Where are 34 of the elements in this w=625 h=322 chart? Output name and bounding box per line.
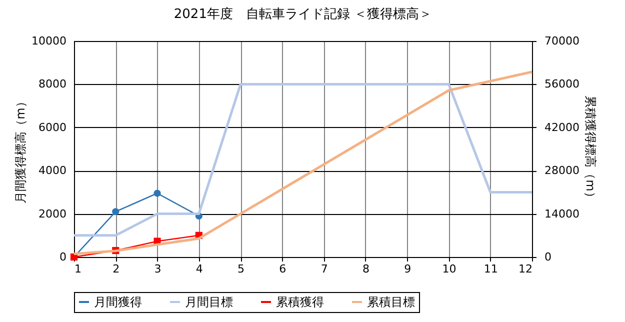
- x-tick-label: 2: [112, 262, 120, 276]
- y2-tick-label: 14000: [544, 207, 580, 220]
- legend-label: 累積目標: [367, 295, 415, 309]
- x-tick-label: 12: [518, 262, 532, 276]
- y2-tick-label: 56000: [544, 78, 580, 91]
- x-tick-label: 1: [74, 262, 82, 276]
- y-tick-label: 4000: [38, 164, 66, 178]
- y-tick-label: 2000: [38, 207, 66, 220]
- y2-tick-label: 70000: [544, 34, 580, 48]
- y-tick-label: 10000: [32, 34, 66, 48]
- point: [154, 190, 161, 197]
- x-tick-label: 9: [404, 262, 412, 276]
- point: [112, 208, 120, 216]
- y-axis-title: 月間獲得標高（m）: [14, 96, 28, 204]
- chart-title: 2021年度 自転車ライド記録 ＜獲得標高＞: [174, 6, 432, 22]
- y-tick-label: 0: [60, 250, 66, 264]
- y-tick-label: 8000: [38, 78, 66, 91]
- y2-tick-label: 0: [544, 250, 552, 264]
- x-tick-label: 11: [484, 262, 498, 276]
- y2-axis-title: 累積獲得標高（m）: [583, 96, 598, 204]
- legend-label: 月間獲得: [94, 295, 142, 309]
- legend-label: 月間目標: [185, 295, 233, 309]
- x-tick-label: 10: [442, 262, 456, 276]
- y2-tick-label: 42000: [544, 120, 580, 134]
- y-tick-label: 6000: [38, 120, 66, 134]
- x-tick-label: 3: [154, 262, 162, 276]
- x-tick-label: 7: [320, 262, 328, 276]
- x-tick-label: 4: [196, 262, 203, 276]
- y2-tick-label: 28000: [544, 164, 580, 178]
- legend-label: 累積獲得: [276, 295, 324, 309]
- x-tick-label: 8: [362, 262, 370, 276]
- x-tick-label: 6: [279, 262, 286, 276]
- line-series: [72, 82, 534, 237]
- x-tick-label: 5: [238, 262, 245, 276]
